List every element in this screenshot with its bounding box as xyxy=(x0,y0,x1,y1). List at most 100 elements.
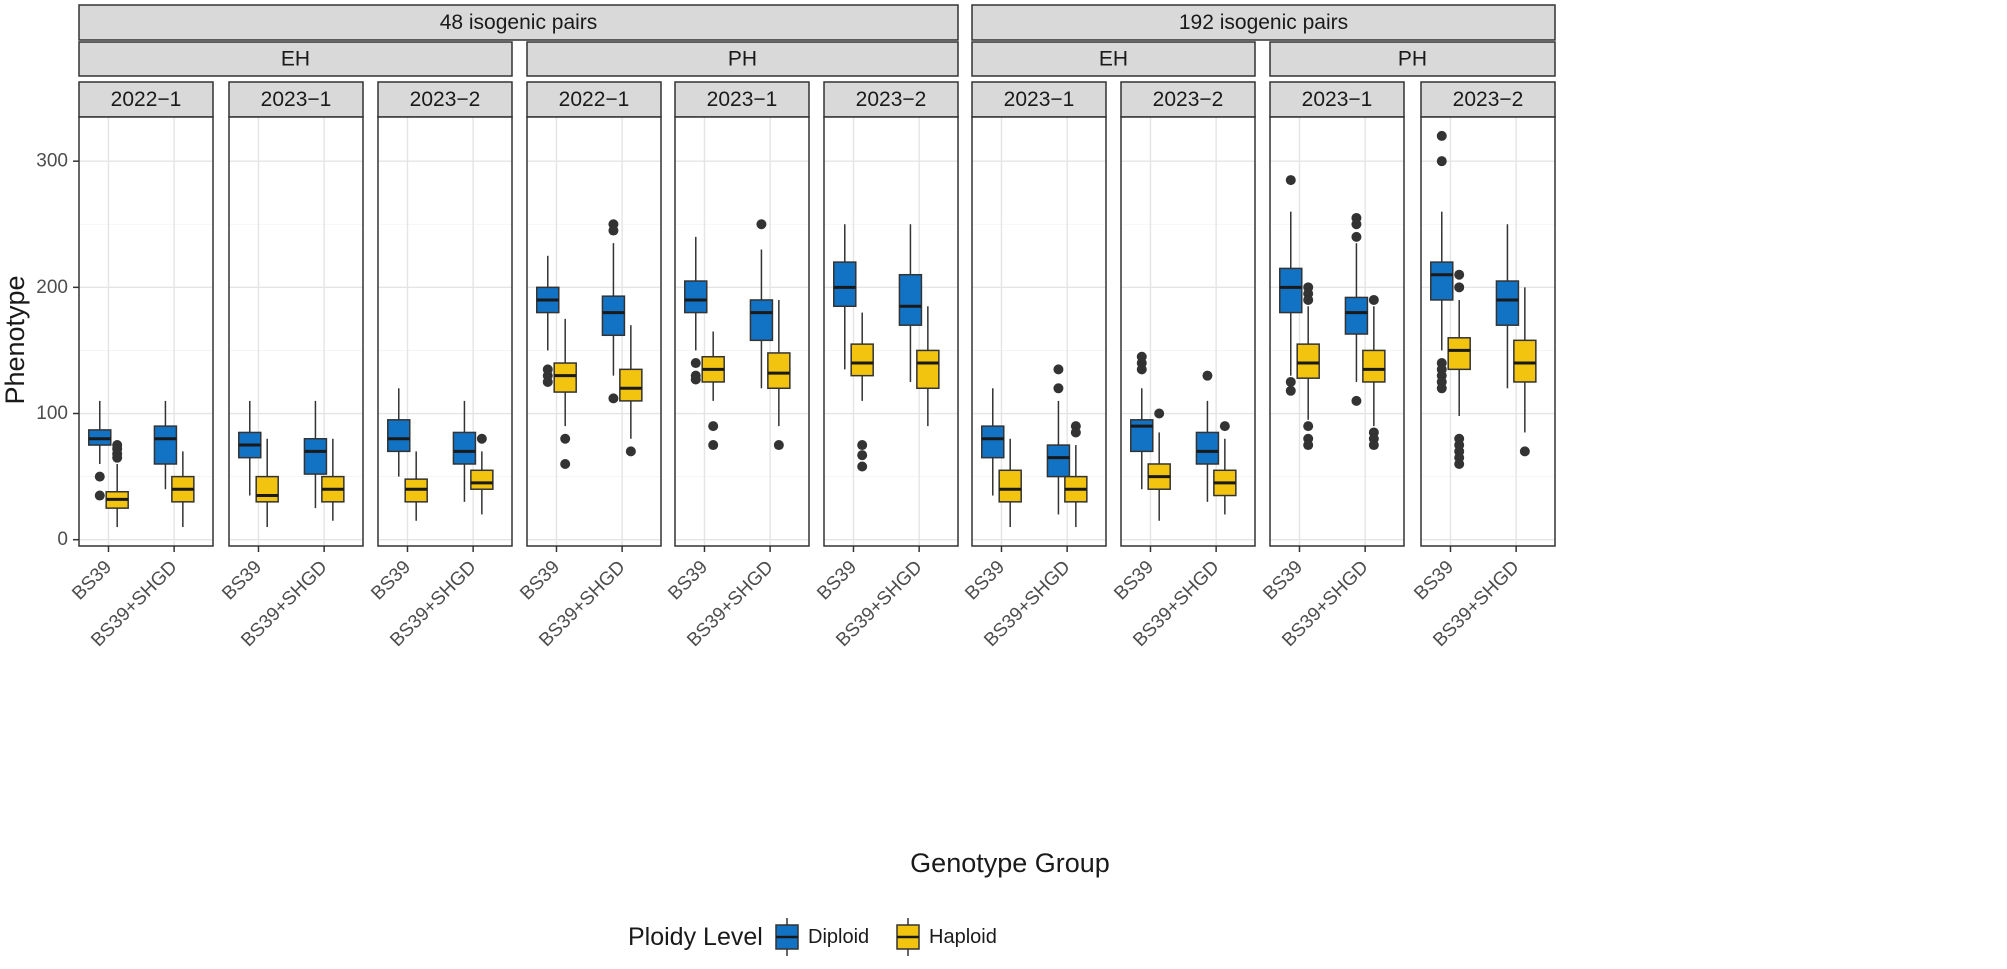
box-diploid xyxy=(88,400,112,501)
box-haploid xyxy=(850,312,874,472)
outlier-point xyxy=(1368,294,1379,305)
box-iqr xyxy=(998,469,1022,503)
panel-border xyxy=(1120,116,1256,547)
box-diploid xyxy=(749,219,774,389)
box-haploid xyxy=(1064,421,1088,528)
x-tick-label: BS39 xyxy=(1259,557,1307,605)
box-iqr xyxy=(601,295,626,337)
box-haploid xyxy=(105,440,129,528)
box-iqr xyxy=(1130,419,1154,453)
box-diploid xyxy=(898,224,923,382)
outlier-point xyxy=(608,393,619,404)
x-tick-label: BS39 xyxy=(516,557,564,605)
box-diploid xyxy=(536,255,560,387)
box-haploid xyxy=(171,451,195,528)
outlier-point xyxy=(94,490,105,501)
box-haploid xyxy=(404,451,428,521)
box-diploid xyxy=(981,388,1005,496)
box-iqr xyxy=(255,475,279,503)
box-haploid xyxy=(321,438,345,521)
y-axis-title: Phenotype xyxy=(0,275,30,404)
outlier-point xyxy=(560,458,571,469)
outlier-point xyxy=(1436,383,1447,394)
box-iqr xyxy=(1046,444,1071,478)
box-haploid xyxy=(998,438,1022,528)
strip-year-label: 2022−1 xyxy=(559,88,630,111)
outlier-point xyxy=(94,471,105,482)
outlier-point xyxy=(1136,364,1147,375)
box-haploid xyxy=(1447,269,1471,469)
strip-year-label: 2023−1 xyxy=(261,88,332,111)
box-iqr xyxy=(1495,280,1520,326)
box-haploid xyxy=(1362,294,1386,451)
strip-group-box xyxy=(78,4,959,41)
outlier-point xyxy=(1303,294,1314,305)
outlier-point xyxy=(560,433,571,444)
box-diploid xyxy=(1344,212,1369,406)
box-iqr xyxy=(1344,296,1369,335)
strip-year-label: 2023−1 xyxy=(1302,88,1373,111)
box-haploid xyxy=(1296,282,1320,451)
outlier-point xyxy=(1303,421,1314,432)
box-iqr xyxy=(452,431,477,465)
panel-background xyxy=(1421,117,1555,546)
x-tick-label: BS39 xyxy=(218,557,266,605)
box-diploid xyxy=(387,388,411,477)
outlier-point xyxy=(1454,458,1465,469)
outlier-point xyxy=(1303,440,1314,451)
box-iqr xyxy=(619,368,643,402)
outlier-point xyxy=(1368,440,1379,451)
box-iqr xyxy=(387,419,411,453)
panel-background xyxy=(229,117,363,546)
strip-group-label: 192 isogenic pairs xyxy=(1179,11,1348,34)
strip-trait-box xyxy=(78,41,513,77)
strip-year-box xyxy=(971,81,1107,118)
panel-background xyxy=(824,117,958,546)
strip-year-label: 2023−2 xyxy=(410,88,481,111)
strip-year-box xyxy=(78,81,214,118)
outlier-point xyxy=(708,421,719,432)
x-tick-label: BS39 xyxy=(961,557,1009,605)
outlier-point xyxy=(476,433,487,444)
panel-border xyxy=(971,116,1107,547)
box-iqr xyxy=(553,362,577,393)
outlier-point xyxy=(1070,427,1081,438)
outlier-point xyxy=(857,461,868,472)
panel-border xyxy=(526,116,662,547)
outlier-point xyxy=(773,440,784,451)
box-iqr xyxy=(303,438,328,475)
strip-year-box xyxy=(674,81,810,118)
box-iqr xyxy=(1430,261,1454,301)
legend-entry-haploid: Haploid xyxy=(896,918,997,956)
legend-label: Diploid xyxy=(808,926,869,948)
facet-strips: 2022−1 2023−1 2023−2 EH 2022−1 2023−1 2023−2 PH… xyxy=(78,4,1556,118)
outlier-point xyxy=(1053,364,1064,375)
outlier-point xyxy=(857,440,868,451)
box-diploid xyxy=(1130,351,1154,490)
outlier-point xyxy=(1285,376,1296,387)
box-diploid xyxy=(1195,370,1220,502)
panel-border xyxy=(1269,116,1405,547)
box-diploid xyxy=(153,400,178,490)
box-iqr xyxy=(767,352,791,390)
y-tick-label: 200 xyxy=(36,277,68,298)
x-tick-label: BS39 xyxy=(1410,557,1458,605)
strip-trait-label: EH xyxy=(1099,48,1128,71)
outlier-point xyxy=(1436,130,1447,141)
outlier-point xyxy=(708,440,719,451)
outlier-point xyxy=(1053,383,1064,394)
panel-border xyxy=(674,116,810,547)
y-axis: 0 100 200 300 xyxy=(36,151,79,550)
outlier-point xyxy=(1285,175,1296,186)
y-tick-label: 0 xyxy=(57,529,68,550)
box-iqr xyxy=(153,425,178,465)
outlier-point xyxy=(1351,231,1362,242)
outlier-point xyxy=(1454,269,1465,280)
box-diploid xyxy=(452,400,477,502)
